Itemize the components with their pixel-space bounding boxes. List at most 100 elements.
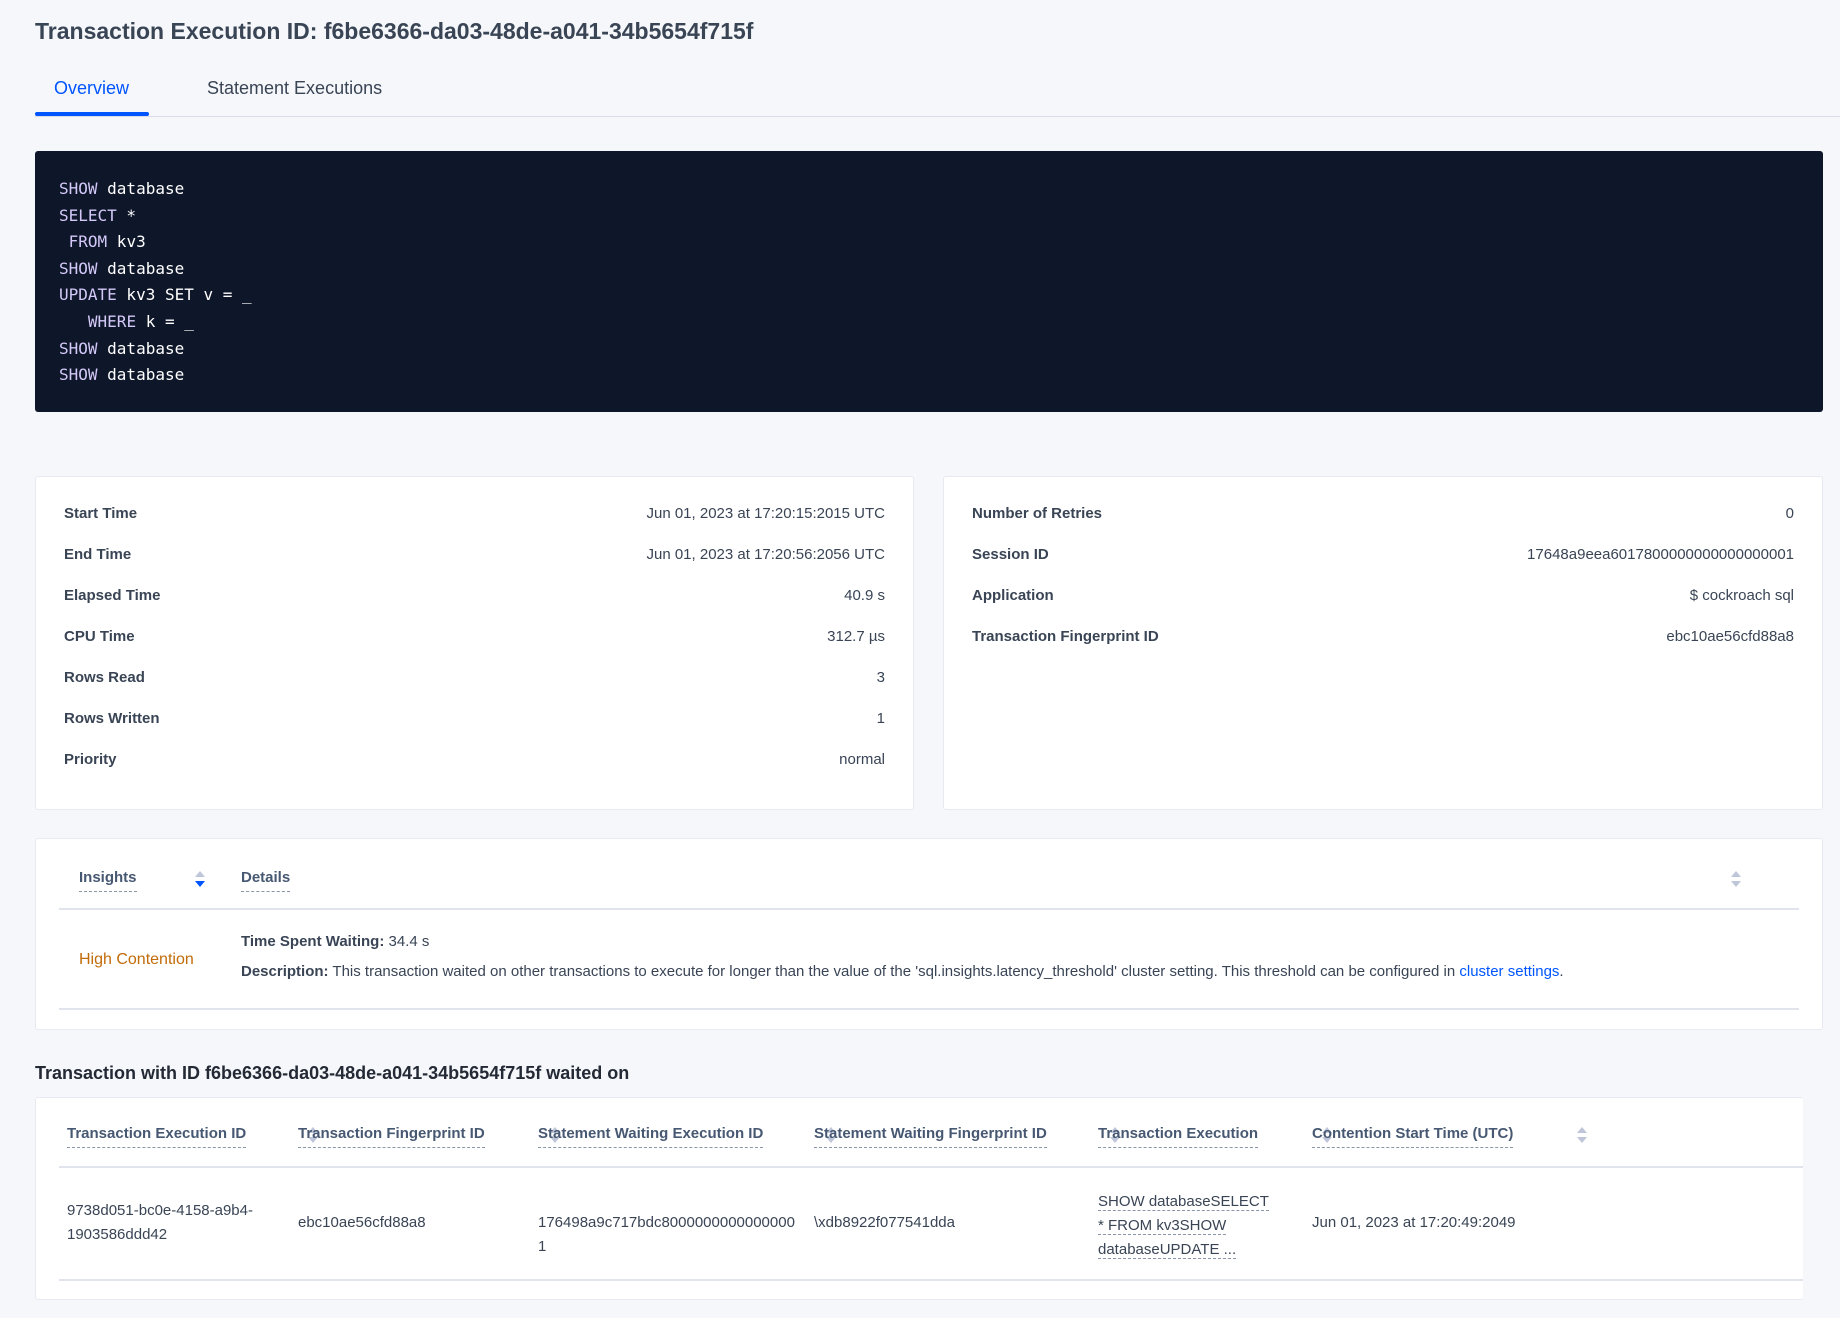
sql-code-block: SHOW database SELECT * FROM kv3 SHOW datab… — [35, 151, 1823, 412]
summary-label: Priority — [64, 751, 117, 768]
tab-overview[interactable]: Overview — [54, 78, 130, 98]
summary-value: Jun 01, 2023 at 17:20:15:2015 UTC — [646, 505, 885, 522]
sql-keyword: SELECT — [59, 205, 117, 225]
table-cell: Jun 01, 2023 at 17:20:49:2049 — [1312, 1214, 1516, 1231]
summary-row: Rows Read 3 — [64, 669, 885, 686]
summary-row: Priority normal — [64, 751, 885, 768]
column-header[interactable]: Contention Start Time (UTC) — [1312, 1125, 1514, 1148]
summary-row: Start Time Jun 01, 2023 at 17:20:15:2015 … — [64, 505, 885, 522]
table-cell: 176498a9c717bdc80000000000000001 — [538, 1214, 795, 1255]
column-header[interactable]: Transaction Execution — [1098, 1125, 1259, 1148]
summary-label: Start Time — [64, 505, 138, 522]
sort-icon[interactable] — [308, 1127, 318, 1145]
tab-bar: Overview Statement Executions — [35, 0, 1840, 117]
sql-keyword: FROM — [68, 232, 108, 252]
summary-card-left: Start Time Jun 01, 2023 at 17:20:15:2015 … — [35, 476, 914, 810]
active-tab-indicator — [35, 112, 149, 116]
sql-keyword: SHOW — [59, 365, 98, 385]
sql-text: kv3 — [107, 232, 146, 252]
sql-keyword: SHOW — [59, 258, 98, 278]
tab-statement-executions[interactable]: Statement Executions — [207, 78, 383, 98]
summary-row: Rows Written 1 — [64, 710, 885, 727]
summary-value: 40.9 s — [844, 587, 885, 604]
sql-line: FROM kv3 — [59, 229, 1799, 256]
sort-icon[interactable] — [550, 1127, 560, 1145]
fingerprint-link[interactable]: ebc10ae56cfd88a8 — [1666, 628, 1794, 645]
summary-row: End Time Jun 01, 2023 at 17:20:56:2056 UT… — [64, 546, 885, 563]
summary-value: $ cockroach sql — [1689, 587, 1794, 604]
summary-row: CPU Time 312.7 µs — [64, 628, 885, 645]
column-header[interactable]: Transaction Execution ID — [67, 1125, 247, 1148]
summary-row: Number of Retries 0 — [972, 505, 1794, 522]
column-header[interactable]: Transaction Fingerprint ID — [298, 1125, 485, 1148]
sort-icon[interactable] — [1577, 1127, 1587, 1145]
summary-label: Transaction Fingerprint ID — [972, 628, 1159, 645]
sort-icon[interactable] — [1110, 1127, 1120, 1145]
transaction-execution-link[interactable]: SHOW databaseSELECT * FROM kv3SHOW datab… — [1098, 1193, 1269, 1259]
divider — [59, 1008, 1799, 1010]
sql-text: database — [97, 179, 185, 198]
sort-icon[interactable] — [1731, 871, 1741, 889]
time-spent-waiting: Time Spent Waiting: 34.4 s — [241, 930, 429, 954]
insights-column-header[interactable]: Insights — [79, 869, 137, 892]
column-header[interactable]: Statement Waiting Execution ID — [538, 1125, 764, 1148]
sql-text: k = _ — [136, 311, 194, 331]
description-label: Description: — [241, 963, 329, 980]
summary-value: 0 — [1785, 505, 1794, 522]
sql-line: SHOW database — [59, 336, 1799, 363]
column-header[interactable]: Statement Waiting Fingerprint ID — [814, 1125, 1047, 1148]
sql-keyword: SHOW — [59, 179, 98, 198]
table-cell: \xdb8922f077541dda — [814, 1214, 955, 1231]
summary-row: Session ID 17648a9eea60178000000000000000… — [972, 546, 1794, 563]
summary-label: Elapsed Time — [64, 587, 161, 604]
sql-line: SHOW database — [59, 176, 1799, 203]
sql-line: SHOW database — [59, 256, 1799, 283]
waited-on-heading: Transaction with ID f6be6366-da03-48de-a… — [35, 1063, 630, 1083]
details-column-header[interactable]: Details — [241, 869, 291, 892]
summary-row: Application $ cockroach sql — [972, 587, 1794, 604]
summary-value: 3 — [876, 669, 885, 686]
summary-label: Application — [972, 587, 1054, 604]
summary-value: Jun 01, 2023 at 17:20:56:2056 UTC — [646, 546, 885, 563]
sort-icon[interactable] — [826, 1127, 836, 1145]
sql-text: kv3 SET v = _ — [116, 285, 252, 305]
sort-icon[interactable] — [1322, 1127, 1332, 1145]
sql-line: UPDATE kv3 SET v = _ — [59, 282, 1799, 309]
table-header-divider — [59, 1166, 1803, 1168]
summary-label: CPU Time — [64, 628, 135, 645]
insight-type: High Contention — [79, 951, 194, 968]
table-cell[interactable]: SHOW databaseSELECT * FROM kv3SHOW datab… — [1098, 1190, 1273, 1262]
time-value: 34.4 s — [388, 933, 430, 950]
table-cell: 9738d051-bc0e-4158-a9b4-1903586ddd42 — [67, 1202, 253, 1243]
cluster-settings-link[interactable]: cluster settings — [1459, 963, 1560, 980]
insights-card: Insights Details High Contention Time Sp… — [35, 838, 1823, 1030]
waited-on-table: Transaction Execution ID Transaction Fing… — [35, 1097, 1803, 1300]
sql-line: SELECT * — [59, 203, 1799, 230]
description-text: This transaction waited on other transac… — [332, 963, 1456, 980]
time-label: Time Spent Waiting: — [241, 933, 385, 950]
sql-line: SHOW database — [59, 362, 1799, 389]
sql-keyword: UPDATE — [59, 285, 117, 305]
page-title: Transaction Execution ID: f6be6366-da03-… — [35, 18, 754, 44]
summary-label: Rows Read — [64, 669, 145, 686]
sql-keyword: WHERE — [87, 311, 137, 331]
sql-text: database — [97, 365, 185, 385]
insight-description: Description: This transaction waited on … — [241, 960, 1564, 984]
sql-keyword: SHOW — [59, 338, 98, 358]
summary-value: 312.7 µs — [827, 628, 885, 645]
sql-line: WHERE k = _ — [59, 309, 1799, 336]
divider — [59, 908, 1799, 910]
summary-value: 17648a9eea6017800000000000000001 — [1527, 546, 1794, 563]
sort-icon[interactable] — [195, 871, 205, 889]
summary-value: normal — [839, 751, 885, 768]
sql-text: database — [97, 258, 185, 278]
summary-label: End Time — [64, 546, 132, 563]
summary-row: Elapsed Time 40.9 s — [64, 587, 885, 604]
description-end: . — [1559, 963, 1564, 980]
sql-text: database — [97, 338, 185, 358]
summary-card-right: Number of Retries 0 Session ID 17648a9eea60… — [943, 476, 1823, 810]
summary-label: Number of Retries — [972, 505, 1103, 522]
table-cell: ebc10ae56cfd88a8 — [298, 1214, 426, 1231]
summary-label: Rows Written — [64, 710, 160, 727]
summary-row: Transaction Fingerprint ID ebc10ae56cfd88… — [972, 628, 1794, 645]
